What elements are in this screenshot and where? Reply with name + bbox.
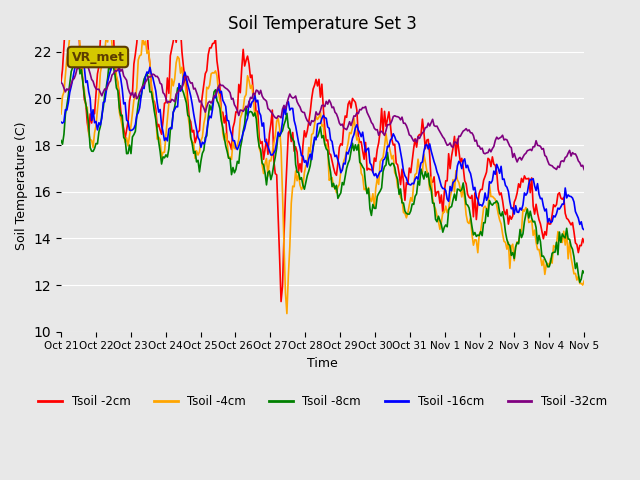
- Line: Tsoil -2cm: Tsoil -2cm: [61, 0, 584, 301]
- Tsoil -8cm: [123, 151, 131, 156]
- Tsoil -4cm: [57, 111, 65, 117]
- Title: Soil Temperature Set 3: Soil Temperature Set 3: [228, 15, 417, 33]
- Line: Tsoil -32cm: Tsoil -32cm: [61, 61, 584, 169]
- Tsoil -8cm: [576, 279, 584, 285]
- Tsoil -8cm: [580, 270, 588, 276]
- Tsoil -4cm: [232, 146, 240, 152]
- Tsoil -4cm: [214, 88, 222, 94]
- Tsoil -4cm: [241, 95, 248, 100]
- Tsoil -32cm: [232, 104, 240, 110]
- Tsoil -4cm: [554, 229, 562, 235]
- Y-axis label: Soil Temperature (C): Soil Temperature (C): [15, 121, 28, 250]
- Tsoil -2cm: [57, 79, 65, 85]
- Tsoil -8cm: [214, 101, 222, 107]
- Tsoil -32cm: [287, 94, 295, 100]
- Tsoil -8cm: [552, 240, 560, 245]
- Line: Tsoil -16cm: Tsoil -16cm: [61, 54, 584, 230]
- Tsoil -8cm: [57, 138, 65, 144]
- Tsoil -8cm: [287, 134, 295, 140]
- Tsoil -4cm: [580, 278, 588, 284]
- Text: VR_met: VR_met: [72, 50, 124, 63]
- Tsoil -16cm: [580, 227, 588, 233]
- Tsoil -8cm: [232, 167, 240, 172]
- Tsoil -16cm: [241, 126, 248, 132]
- Tsoil -16cm: [123, 117, 131, 123]
- Tsoil -2cm: [277, 299, 285, 304]
- Tsoil -2cm: [554, 192, 562, 197]
- Tsoil -32cm: [123, 77, 131, 83]
- Tsoil -32cm: [552, 167, 560, 172]
- Tsoil -32cm: [214, 84, 222, 90]
- Tsoil -2cm: [232, 109, 240, 115]
- Tsoil -32cm: [580, 167, 588, 172]
- Tsoil -8cm: [108, 51, 116, 57]
- Tsoil -32cm: [57, 79, 65, 85]
- Tsoil -2cm: [123, 127, 131, 133]
- Tsoil -4cm: [289, 183, 296, 189]
- Tsoil -32cm: [76, 59, 84, 64]
- Tsoil -2cm: [580, 240, 588, 245]
- Tsoil -16cm: [214, 84, 222, 90]
- Tsoil -16cm: [552, 211, 560, 216]
- Tsoil -16cm: [287, 106, 295, 111]
- X-axis label: Time: Time: [307, 357, 338, 370]
- Tsoil -16cm: [57, 119, 65, 125]
- Line: Tsoil -4cm: Tsoil -4cm: [61, 22, 584, 313]
- Tsoil -32cm: [241, 106, 248, 112]
- Tsoil -16cm: [232, 144, 240, 150]
- Tsoil -4cm: [69, 19, 77, 25]
- Tsoil -16cm: [75, 51, 83, 57]
- Legend: Tsoil -2cm, Tsoil -4cm, Tsoil -8cm, Tsoil -16cm, Tsoil -32cm: Tsoil -2cm, Tsoil -4cm, Tsoil -8cm, Tsoi…: [34, 390, 611, 413]
- Tsoil -2cm: [289, 130, 296, 135]
- Tsoil -8cm: [241, 121, 248, 127]
- Line: Tsoil -8cm: Tsoil -8cm: [61, 54, 584, 282]
- Tsoil -4cm: [123, 135, 131, 141]
- Tsoil -2cm: [241, 63, 248, 69]
- Tsoil -4cm: [283, 311, 291, 316]
- Tsoil -2cm: [214, 69, 222, 74]
